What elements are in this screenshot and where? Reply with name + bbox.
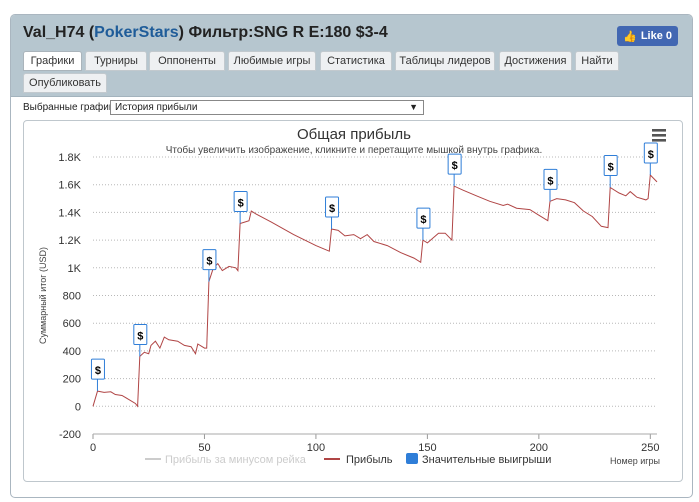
tab-9[interactable]: Опубликовать (23, 73, 107, 93)
x-axis-title: Номер игры (610, 456, 660, 466)
win-flag-label: $ (95, 365, 101, 377)
chart-selector-value: История прибыли (115, 102, 198, 113)
y-tick-label: 1.6K (58, 180, 81, 192)
y-tick-label: 400 (63, 346, 81, 358)
x-tick-label: 200 (530, 442, 548, 454)
y-axis-title: Суммарный итог (USD) (38, 247, 48, 344)
facebook-like-button[interactable]: 👍 Like 0 (617, 26, 678, 46)
win-flag-label: $ (329, 203, 335, 215)
x-tick-label: 150 (418, 442, 436, 454)
win-flag-label: $ (608, 161, 614, 173)
legend-item[interactable]: Прибыль (346, 454, 393, 466)
y-tick-label: 0 (75, 401, 81, 413)
y-tick-label: 600 (63, 318, 81, 330)
x-tick-label: 250 (641, 442, 659, 454)
win-flag-label: $ (238, 197, 244, 209)
series-line-profit (92, 173, 658, 408)
chart-selector-label: Выбранные графики: (23, 102, 122, 113)
page-title: Val_H74 (PokerStars) Фильтр:SNG R E:180 … (23, 24, 388, 41)
win-flag-box (233, 190, 248, 212)
y-tick-label: 1.8K (58, 152, 81, 164)
win-flag-label: $ (137, 330, 143, 342)
chart-selector[interactable]: История прибыли ▼ (110, 100, 424, 115)
tab-8[interactable]: Найти (575, 51, 619, 71)
x-tick-label: 0 (90, 442, 96, 454)
y-tick-label: 200 (63, 374, 81, 386)
tab-5[interactable]: Статистика (320, 51, 392, 71)
y-tick-label: 1.2K (58, 235, 81, 247)
win-flag-box (202, 249, 217, 271)
tab-6[interactable]: Таблицы лидеров (395, 51, 495, 71)
legend-item[interactable]: Значительные выигрыши (422, 454, 551, 466)
win-flag-box (643, 142, 658, 164)
win-flag-box (447, 153, 462, 175)
like-label: Like 0 (640, 30, 672, 42)
win-flag-box (90, 358, 105, 380)
chart-subtitle: Чтобы увеличить изображение, кликните и … (166, 144, 543, 156)
win-flag-box (603, 154, 618, 176)
x-tick-label: 100 (307, 442, 325, 454)
chart-container[interactable]: Общая прибыль Чтобы увеличить изображение… (23, 120, 683, 482)
win-flag-box (325, 196, 340, 218)
win-flag-label: $ (420, 214, 426, 226)
y-tick-label: -200 (59, 429, 81, 441)
legend-symbol (406, 453, 418, 464)
win-flag-box (543, 168, 558, 190)
win-flag-box (133, 323, 148, 345)
legend-item[interactable]: Прибыль за минусом рейка (165, 454, 307, 466)
x-tick-label: 50 (198, 442, 210, 454)
win-flag-label: $ (452, 160, 458, 172)
dropdown-arrow-icon[interactable]: ▼ (409, 102, 418, 112)
window-header: Val_H74 (PokerStars) Фильтр:SNG R E:180 … (11, 15, 692, 97)
player-window: Val_H74 (PokerStars) Фильтр:SNG R E:180 … (10, 14, 693, 498)
win-flag-box (416, 207, 431, 229)
site-link[interactable]: PokerStars (94, 24, 179, 41)
tab-3[interactable]: Оппоненты (149, 51, 225, 71)
chart-title: Общая прибыль (297, 126, 411, 143)
y-tick-label: 1.4K (58, 207, 81, 219)
thumbs-up-icon: 👍 (623, 30, 637, 43)
tab-2[interactable]: Турниры (85, 51, 147, 71)
tab-4[interactable]: Любимые игры (228, 51, 316, 71)
tab-7[interactable]: Достижения (499, 51, 572, 71)
filter-text: Фильтр:SNG R E:180 $3-4 (188, 24, 388, 41)
tab-1[interactable]: Графики (23, 51, 82, 71)
win-flag-label: $ (547, 175, 553, 187)
win-flag-label: $ (648, 149, 654, 161)
player-name: Val_H74 (23, 24, 85, 41)
hamburger-menu-icon[interactable] (652, 129, 666, 142)
y-tick-label: 800 (63, 291, 81, 303)
win-flag-label: $ (206, 256, 212, 268)
y-tick-label: 1K (68, 263, 82, 275)
